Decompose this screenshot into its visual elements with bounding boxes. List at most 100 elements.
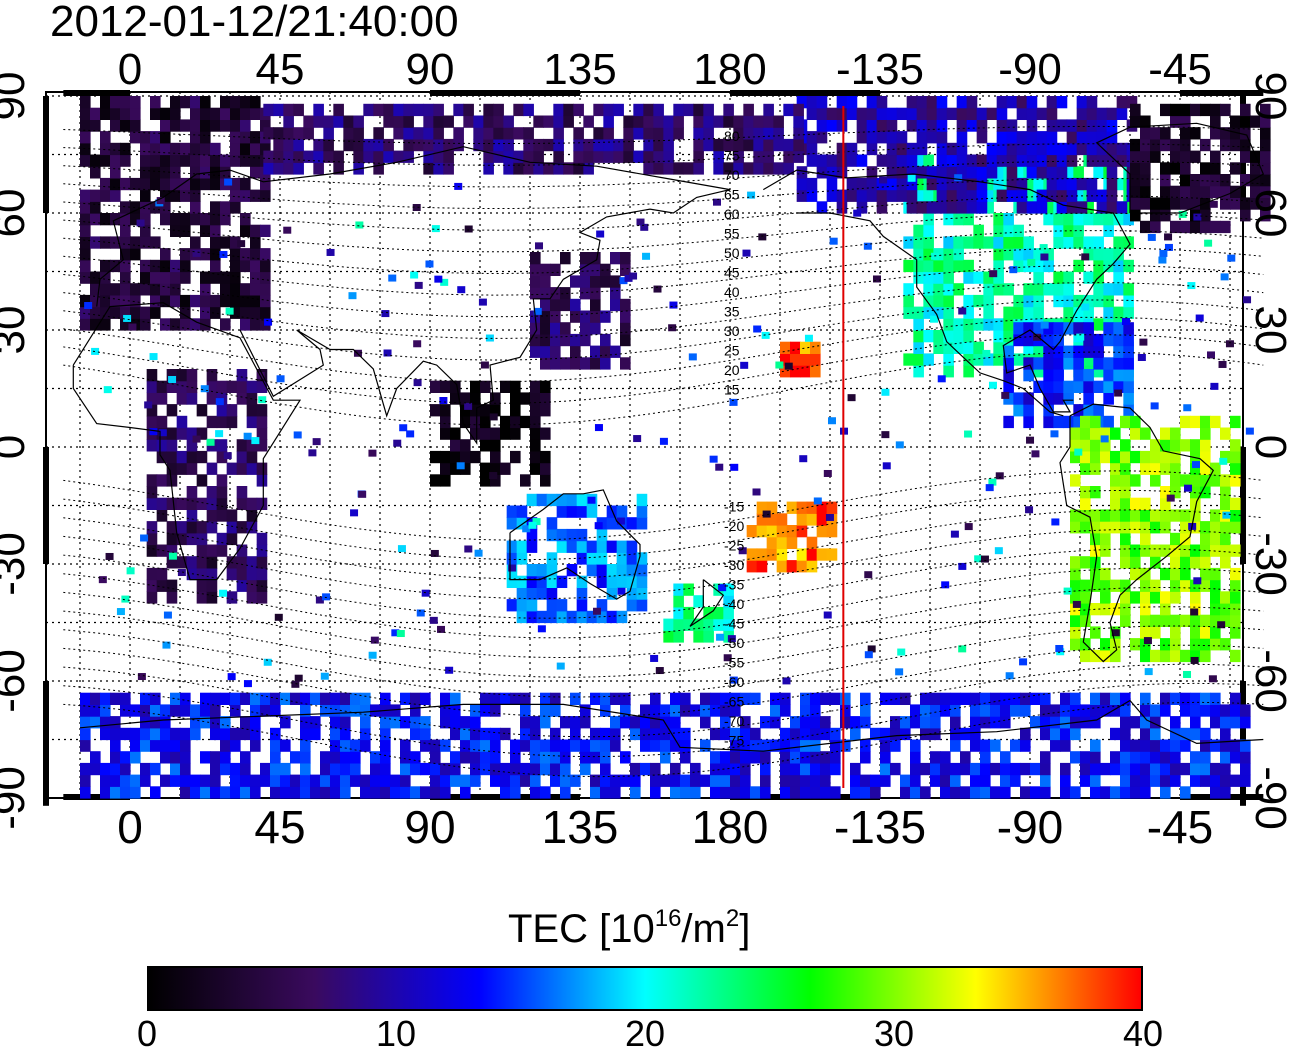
- tec-cell: [1070, 439, 1081, 452]
- tec-cell: [994, 547, 1003, 555]
- tec-cell: [90, 154, 101, 167]
- tec-cell: [1140, 774, 1151, 787]
- tec-cell: [993, 224, 1004, 237]
- tec-cell: [1093, 318, 1104, 331]
- tec-cell: [1150, 727, 1161, 741]
- tec-cell: [196, 521, 208, 534]
- tec-cell: [180, 774, 191, 787]
- tec-cell: [753, 138, 764, 152]
- tec-cell: [727, 635, 736, 643]
- tec-cell: [1003, 380, 1014, 393]
- tec-cell: [923, 224, 934, 237]
- tec-cell: [1100, 521, 1111, 534]
- right-lat-label: -30: [1246, 532, 1292, 596]
- tec-cell: [90, 318, 101, 331]
- right-lat-label: 90: [1246, 71, 1292, 121]
- tec-cell: [206, 556, 218, 569]
- tec-cell: [480, 692, 491, 705]
- tec-cell: [1026, 436, 1035, 444]
- tec-cell: [1050, 704, 1061, 717]
- tec-cell: [100, 213, 111, 226]
- tec-cell: [480, 439, 491, 452]
- tec-cell: [780, 692, 791, 705]
- tec-cell: [1013, 306, 1024, 319]
- tec-cell: [330, 704, 341, 717]
- tec-cell: [230, 201, 241, 214]
- tec-cell: [1200, 103, 1211, 117]
- tec-cell: [596, 552, 608, 565]
- tec-cell: [640, 739, 651, 752]
- tec-cell: [963, 306, 974, 319]
- tec-cell: [1080, 603, 1091, 616]
- tec-cell: [1170, 138, 1181, 152]
- tec-cell: [526, 575, 538, 588]
- tec-cell: [144, 401, 153, 409]
- tec-cell: [146, 369, 158, 382]
- tec-cell: [1230, 567, 1241, 581]
- tec-cell: [200, 716, 211, 729]
- tec-cell: [906, 189, 918, 202]
- tec-cell: [816, 107, 828, 120]
- mlat-label: 65: [724, 187, 740, 203]
- tec-cell: [130, 213, 141, 226]
- tec-cell: [1190, 509, 1201, 522]
- tec-cell: [280, 774, 291, 787]
- tec-cell: [1103, 369, 1114, 382]
- tec-cell: [603, 103, 614, 117]
- tec-cell: [1130, 509, 1141, 522]
- tec-cell: [953, 318, 964, 331]
- tec-cell: [240, 142, 251, 156]
- tec-cell: [1230, 462, 1241, 475]
- tec-cell: [100, 236, 111, 249]
- tec-cell: [540, 287, 551, 300]
- tec-cell: [1190, 150, 1201, 163]
- tec-cell: [460, 774, 471, 787]
- tec-cell: [880, 739, 891, 752]
- tec-cell: [140, 727, 151, 741]
- tec-cell: [420, 692, 431, 705]
- tec-cell: [490, 450, 501, 464]
- tec-cell: [796, 513, 808, 526]
- tec-cell: [1100, 591, 1111, 604]
- tec-cell: [663, 150, 674, 163]
- tec-cell: [536, 493, 548, 507]
- tec-cell: [856, 119, 868, 132]
- tec-cell: [680, 774, 691, 787]
- tec-cell: [1093, 213, 1104, 226]
- tec-cell: [840, 704, 851, 717]
- tec-cell: [1083, 380, 1094, 393]
- tec-cell: [1200, 638, 1211, 651]
- tec-cell: [560, 298, 571, 312]
- tec-cell: [246, 439, 258, 452]
- tec-cell: [556, 662, 565, 670]
- tec-cell: [256, 567, 268, 581]
- tec-cell: [166, 450, 178, 464]
- tec-cell: [1060, 692, 1071, 705]
- tec-cell: [606, 540, 618, 553]
- tec-cell: [580, 357, 591, 370]
- tec-cell: [180, 751, 191, 764]
- tec-cell: [756, 525, 768, 538]
- tec-cell: [773, 138, 784, 152]
- tec-cell: [640, 727, 651, 741]
- tec-cell: [1072, 600, 1081, 608]
- tec-cell: [230, 119, 241, 132]
- tec-cell: [200, 385, 209, 393]
- tec-cell: [1073, 357, 1084, 370]
- tec-cell: [1190, 608, 1199, 616]
- tec-cell: [1116, 107, 1128, 120]
- tec-cell: [923, 248, 934, 261]
- tec-cell: [860, 739, 871, 752]
- tec-cell: [200, 177, 211, 191]
- tec-cell: [546, 517, 558, 530]
- tec-cell: [593, 103, 604, 117]
- tec-cell: [1240, 197, 1251, 210]
- tec-cell: [1026, 201, 1038, 214]
- tec-cell: [1210, 382, 1219, 390]
- tec-cell: [763, 138, 774, 152]
- tec-cell: [680, 727, 691, 741]
- tec-cell: [1130, 762, 1141, 776]
- tec-cell: [100, 774, 111, 787]
- tec-cell: [960, 692, 971, 705]
- tec-cell: [1093, 365, 1104, 378]
